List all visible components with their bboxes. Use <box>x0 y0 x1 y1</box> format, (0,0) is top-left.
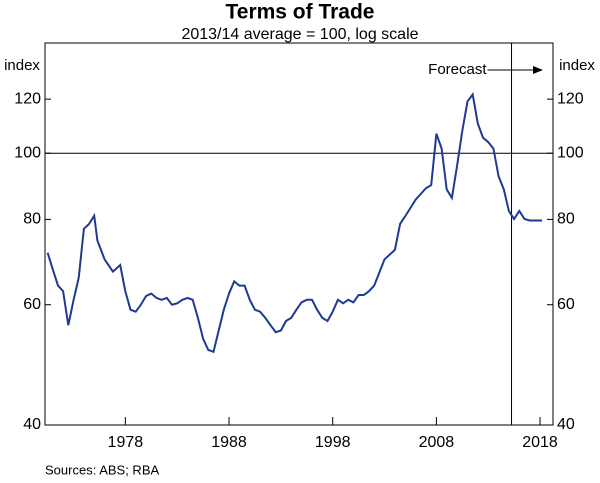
y2-tick-label: 40 <box>557 416 575 433</box>
y2-tick-label: 120 <box>557 90 584 107</box>
y-tick-label: 120 <box>14 90 41 107</box>
y-tick-label: 40 <box>23 416 41 433</box>
y2-tick-label: 100 <box>557 144 584 161</box>
y-axis-label: index <box>4 57 40 74</box>
y-tick-label: 60 <box>23 296 41 313</box>
y2-axis-label: index <box>559 57 595 74</box>
x-tick-label: 1988 <box>211 434 247 451</box>
forecast-annotation: Forecast <box>428 61 487 78</box>
y2-tick-label: 80 <box>557 211 575 228</box>
forecast-arrowhead <box>533 66 543 74</box>
y-tick-label: 80 <box>23 211 41 228</box>
data-line <box>46 92 543 354</box>
x-tick-label: 2018 <box>522 434 558 451</box>
x-tick-label: 2008 <box>419 434 455 451</box>
chart-title: Terms of Trade <box>226 1 375 24</box>
y-tick-label: 100 <box>14 144 41 161</box>
x-tick-label: 1978 <box>108 434 144 451</box>
y2-tick-label: 60 <box>557 296 575 313</box>
source-note: Sources: ABS; RBA <box>45 462 159 477</box>
chart-subtitle: 2013/14 average = 100, log scale <box>181 26 418 43</box>
x-tick-label: 1998 <box>315 434 351 451</box>
plot-frame <box>44 42 554 426</box>
